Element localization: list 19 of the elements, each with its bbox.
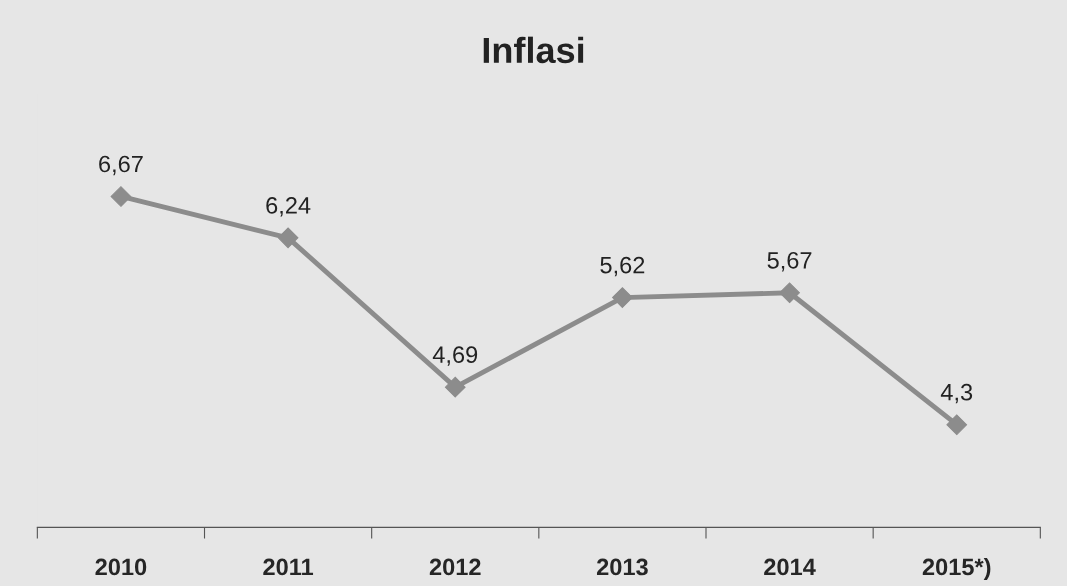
data-label: 4,3 xyxy=(940,383,973,404)
point xyxy=(779,282,800,304)
data-label: 6,24 xyxy=(266,197,311,217)
point xyxy=(612,287,633,308)
data-label: 5,67 xyxy=(767,251,812,272)
point xyxy=(444,376,466,398)
point xyxy=(277,227,299,249)
point xyxy=(110,186,132,207)
chart-title: Inflasi xyxy=(483,36,584,64)
data-label: 5,62 xyxy=(600,256,645,277)
x-tick-label: 2014 xyxy=(764,558,816,576)
data-label: 6,67 xyxy=(99,155,143,176)
point xyxy=(946,414,968,436)
x-tick-label: 2012 xyxy=(429,558,481,576)
x-tick-label: 2011 xyxy=(263,558,314,576)
data-label: 4,69 xyxy=(432,346,478,366)
x-tick-label: 2013 xyxy=(596,558,648,576)
x-tick-label: 2015*) xyxy=(922,557,991,580)
x-tick-label: 2010 xyxy=(95,558,147,576)
